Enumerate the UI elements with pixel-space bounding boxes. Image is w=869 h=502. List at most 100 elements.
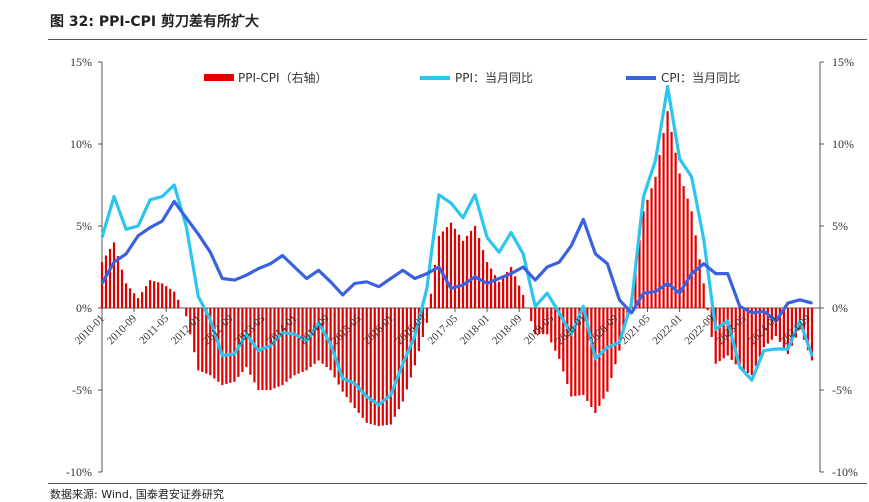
ppi-cpi-bar (586, 308, 589, 401)
legend-label-ppi: PPI：当月同比 (455, 71, 533, 85)
cpi-line-point (113, 261, 115, 263)
ppi-cpi-bar (570, 308, 573, 397)
cpi-line-point (389, 277, 392, 280)
ppi-cpi-bar (449, 222, 453, 308)
ppi-cpi-bar (453, 228, 457, 308)
ppi-cpi-bar (718, 308, 721, 362)
cpi-line-point (787, 302, 789, 304)
ppi-cpi-bar (485, 262, 489, 308)
ppi-cpi-bar (702, 283, 705, 308)
ppi-cpi-bar (682, 186, 685, 308)
ppi-cpi-bar (108, 248, 112, 308)
ppi-cpi-bar (229, 308, 232, 383)
ppi-cpi-bar (710, 308, 713, 337)
ppi-line-point (762, 349, 765, 352)
cpi-line-point (546, 266, 549, 268)
cpi-line-point (341, 294, 344, 296)
ppi-line-point (257, 349, 260, 352)
ppi-cpi-bar (758, 308, 761, 357)
ppi-cpi-bar (169, 288, 172, 308)
ppi-cpi-bar (634, 269, 637, 308)
ppi-line-point (570, 333, 573, 336)
ppi-cpi-bar (417, 308, 420, 352)
ppi-line-point (654, 159, 657, 162)
ppi-cpi-bar (149, 280, 152, 308)
x-tick-label: 2022-01 (650, 313, 684, 347)
ppi-cpi-bar (546, 308, 549, 335)
ppi-line-point (293, 333, 296, 336)
ppi-cpi-bar (746, 308, 749, 374)
legend-label-ppi-cpi: PPI-CPI（右轴） (238, 70, 328, 85)
ppi-cpi-bar (554, 308, 557, 351)
ppi-cpi-bar (686, 198, 689, 308)
ppi-cpi-bar (377, 308, 380, 427)
ppi-cpi-bar (209, 308, 212, 376)
ppi-line-point (377, 403, 380, 406)
axis-layer (98, 61, 824, 473)
ppi-cpi-bar (197, 308, 200, 371)
cpi-line-point (486, 282, 488, 285)
cpi-line-point (570, 244, 573, 247)
cpi-line-point (426, 272, 428, 275)
ppi-cpi-bar (722, 308, 725, 359)
ppi-cpi-bar (141, 292, 144, 308)
cpi-line-point (474, 275, 476, 278)
ppi-line-point (245, 333, 248, 336)
cpi-line-point (522, 266, 525, 268)
ppi-cpi-bar (690, 211, 693, 308)
ppi-cpi-bar (618, 308, 621, 351)
cpi-line-point (702, 262, 705, 265)
ppi-cpi-bar (502, 276, 505, 308)
ppi-cpi-bar (297, 308, 300, 374)
y-left-tick-label: 10% (70, 137, 92, 151)
cpi-line-point (377, 285, 380, 288)
ppi-cpi-bar (433, 264, 437, 308)
ppi-cpi-bar (341, 308, 344, 392)
ppi-cpi-bar (790, 308, 794, 346)
ppi-cpi-bar (405, 308, 408, 390)
ppi-cpi-bar (726, 308, 729, 356)
ppi-cpi-bar (473, 226, 477, 308)
ppi-line-point (799, 320, 801, 322)
ppi-line-point (161, 195, 164, 198)
ppi-cpi-bar (273, 308, 276, 389)
ppi-cpi-bar (538, 308, 541, 335)
ppi-cpi-bar (638, 240, 641, 308)
ppi-line-point (642, 195, 645, 198)
ppi-line-point (534, 305, 537, 308)
ppi-cpi-bar (678, 173, 681, 308)
ppi-line-point (498, 251, 500, 254)
ppi-cpi-bar (205, 308, 208, 374)
ppi-line-point (582, 305, 585, 308)
ppi-line-point (678, 157, 681, 160)
y-left-tick-label: -5% (72, 383, 92, 397)
ppi-cpi-bar (786, 308, 790, 354)
ppi-cpi-bar (754, 308, 757, 366)
ppi-cpi-bar (173, 291, 176, 308)
cpi-line-point (630, 312, 633, 314)
ppi-cpi-bar (201, 308, 204, 372)
ppi-line-point (787, 348, 789, 350)
ppi-cpi-bar (477, 238, 481, 308)
ppi-cpi-bar (506, 271, 509, 308)
x-tick-label: 2010-09 (105, 312, 140, 347)
cpi-line-point (799, 298, 801, 301)
cpi-line-point (775, 320, 777, 322)
x-tick-label: 2018-09 (490, 312, 525, 347)
ppi-cpi-bar (542, 308, 545, 335)
ppi-cpi-bar (498, 281, 501, 308)
ppi-cpi-bar (193, 308, 196, 353)
ppi-cpi-bar (465, 235, 469, 308)
ppi-line-point (341, 377, 344, 380)
ppi-cpi-bar (189, 308, 192, 335)
ppi-cpi-bar (510, 267, 513, 308)
y-right-tick-label: 15% (832, 55, 854, 69)
ppi-cpi-bar (642, 211, 645, 308)
ppi-cpi-bar (313, 308, 316, 364)
ppi-line-point (426, 287, 428, 290)
ppi-cpi-bar (361, 308, 364, 418)
ppi-cpi-bar (738, 308, 741, 369)
y-left-tick-label: 5% (76, 219, 92, 233)
ppi-cpi-bar (714, 308, 717, 364)
